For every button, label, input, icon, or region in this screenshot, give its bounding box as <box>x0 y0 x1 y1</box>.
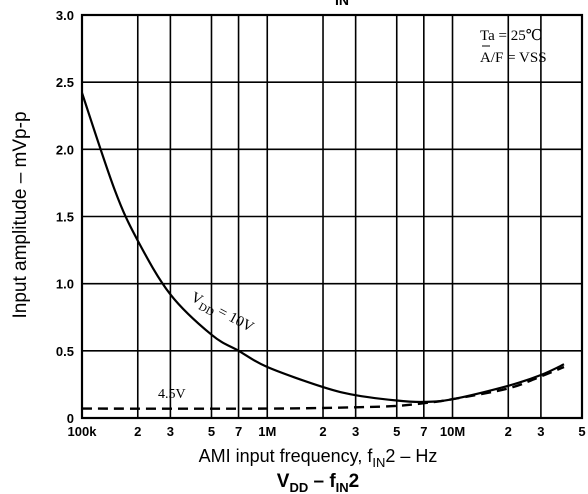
y-axis-ticks: 0 0.5 1.0 1.5 2.0 2.5 3.0 <box>56 8 74 426</box>
y-tick-label: 1.0 <box>56 277 74 292</box>
top-title-partial: IN <box>335 0 349 8</box>
x-tick-label: 2 <box>319 424 326 439</box>
series-vdd-10v-line <box>80 92 565 404</box>
x-tick-label: 3 <box>167 424 174 439</box>
conditions-legend: Ta = 25℃ A/F = VSS <box>480 28 547 66</box>
chart-title: VDD – fIN2 <box>277 471 360 494</box>
x-axis-label: AMI input frequency, fIN2 – Hz <box>199 446 438 470</box>
x-tick-label: 2 <box>134 424 141 439</box>
y-tick-label: 3.0 <box>56 8 74 23</box>
series-4-5v-line <box>81 365 565 410</box>
y-tick-label: 0.5 <box>56 344 74 359</box>
series-label-vdd-10v: VDD = 10V <box>187 289 257 338</box>
x-axis-ticks: 100k 2 3 5 7 1M 2 3 5 7 10M 2 3 5 <box>68 424 586 439</box>
y-tick-label: 2.0 <box>56 142 74 157</box>
y-tick-label: 2.5 <box>56 75 74 90</box>
x-tick-label: 3 <box>537 424 544 439</box>
x-tick-label: 7 <box>235 424 242 439</box>
plot-frame <box>80 13 584 420</box>
x-tick-label: 5 <box>393 424 400 439</box>
grid <box>82 15 583 418</box>
x-tick-label: 1M <box>258 424 276 439</box>
series-layer <box>80 92 565 410</box>
y-tick-label: 1.5 <box>56 210 74 225</box>
y-axis-label: Input amplitude – mVp-p <box>10 111 31 318</box>
x-tick-label: 7 <box>420 424 427 439</box>
x-tick-label: 100k <box>68 424 98 439</box>
x-tick-label: 3 <box>352 424 359 439</box>
x-tick-label: 5 <box>208 424 215 439</box>
x-tick-label: 5 <box>578 424 585 439</box>
series-label-4-5v: 4.5V <box>158 387 186 402</box>
x-tick-label: 10M <box>440 424 465 439</box>
x-tick-label: 2 <box>505 424 512 439</box>
y-tick-label: 0 <box>67 411 74 426</box>
condition-temperature: Ta = 25℃ <box>480 28 543 44</box>
condition-af: A/F = VSS <box>480 50 547 66</box>
